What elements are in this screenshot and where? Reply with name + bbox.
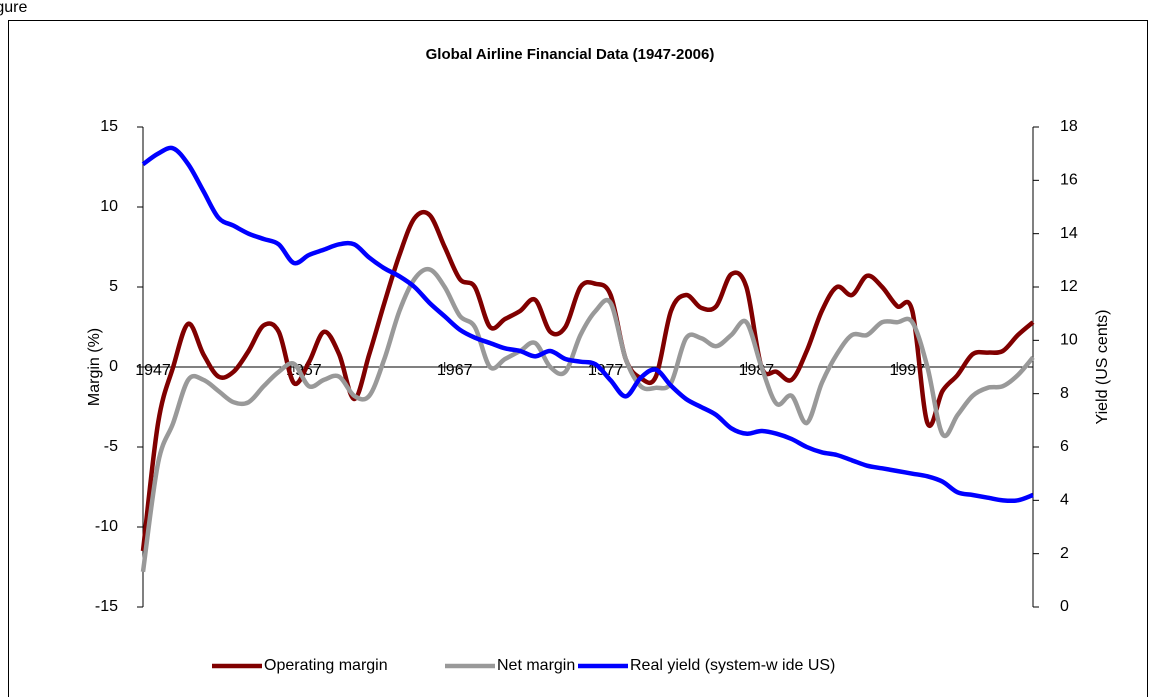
series-line [140, 209, 1035, 552]
y2-tick-label: 2 [1060, 545, 1069, 562]
legend-label: Real yield (system-w ide US) [630, 657, 835, 674]
y2-tick-label: 12 [1060, 278, 1078, 295]
legend-label: Operating margin [264, 657, 388, 674]
y2-tick-label: 10 [1060, 332, 1078, 349]
x-tick-label: 1947 [135, 362, 171, 379]
y-tick-label: -5 [104, 438, 118, 455]
y2-tick-label: 8 [1060, 385, 1069, 402]
x-tick-label: 1987 [739, 362, 775, 379]
y2-tick-label: 18 [1060, 118, 1078, 135]
y2-tick-label: 16 [1060, 172, 1078, 189]
figure-label: Figure [0, 0, 27, 16]
series-line [140, 266, 1035, 573]
y-tick-label: 15 [100, 118, 118, 135]
y-tick-label: 0 [109, 358, 118, 375]
y-axis-label: Margin (%) [86, 328, 103, 406]
chart-title: Global Airline Financial Data (1947-2006… [426, 46, 715, 63]
y2-tick-label: 14 [1060, 225, 1078, 242]
y2-tick-label: 6 [1060, 438, 1069, 455]
series-line [141, 145, 1034, 504]
y2-axis-label: Yield (US cents) [1094, 310, 1111, 425]
x-tick-label: 1967 [437, 362, 473, 379]
y2-tick-label: 0 [1060, 598, 1069, 615]
y-tick-label: 5 [109, 278, 118, 295]
y2-tick-label: 4 [1060, 492, 1069, 509]
y-tick-label: -10 [95, 518, 118, 535]
legend-label: Net margin [497, 657, 575, 674]
y-tick-label: -15 [95, 598, 118, 615]
x-tick-label: 1997 [889, 362, 925, 379]
y-tick-label: 10 [100, 198, 118, 215]
chart-border [8, 20, 1148, 697]
